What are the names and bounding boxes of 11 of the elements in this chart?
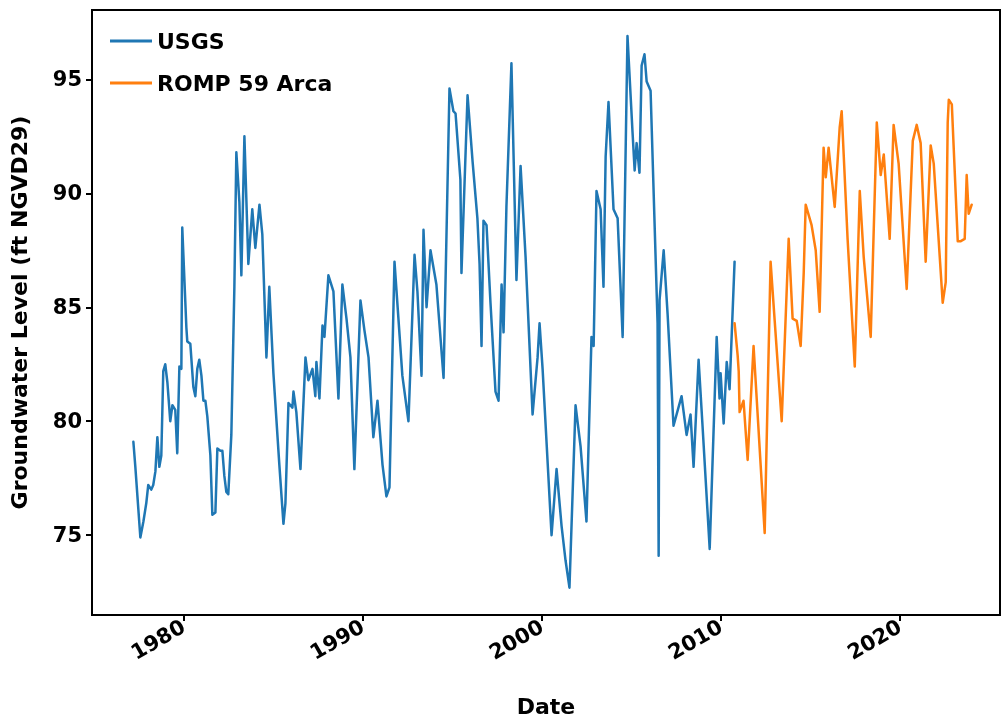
- line-series: [132, 34, 736, 589]
- y-tick-label: 85: [52, 295, 82, 320]
- y-tick-label: 95: [52, 67, 82, 92]
- legend-label: ROMP 59 Arca: [157, 70, 333, 96]
- y-tick-label: 90: [52, 181, 82, 206]
- line-series: [733, 98, 973, 535]
- legend-label: USGS: [157, 28, 225, 54]
- y-axis-title: Groundwater Level (ft NGVD29): [6, 115, 32, 510]
- x-axis-title: Date: [516, 693, 576, 719]
- y-tick-label: 75: [52, 523, 82, 548]
- y-tick-label: 80: [52, 409, 82, 434]
